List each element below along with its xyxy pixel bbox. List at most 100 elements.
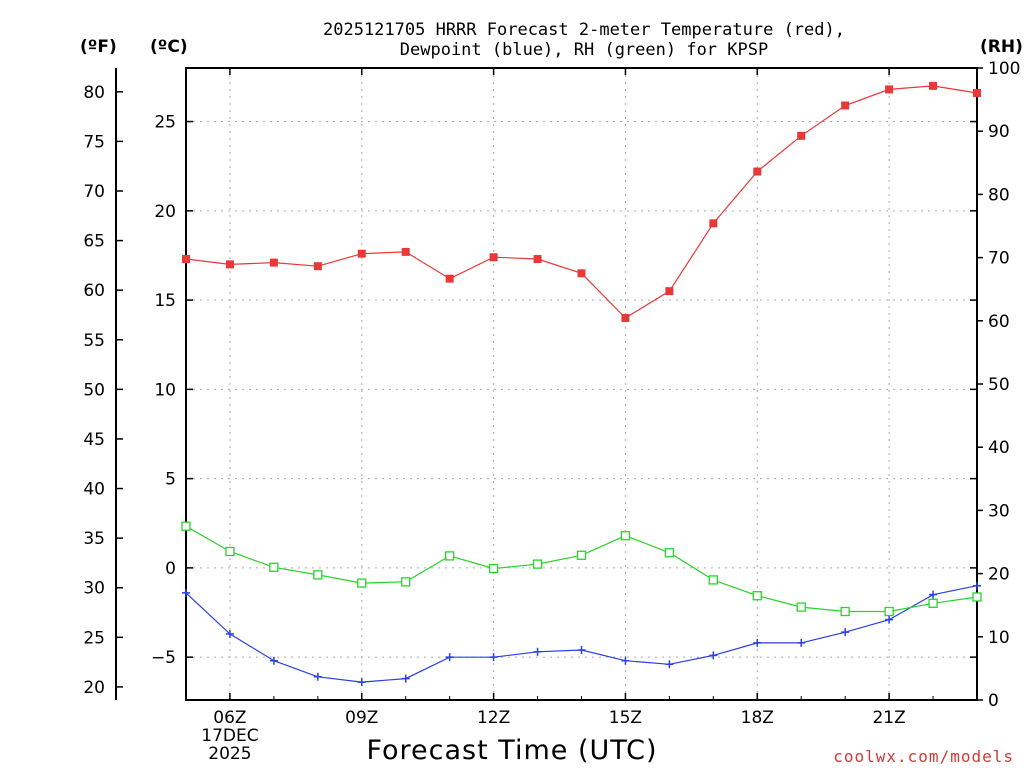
dewpoint-point — [665, 660, 674, 669]
temperature-point — [182, 255, 190, 264]
rh-point — [532, 559, 543, 569]
rh-point — [313, 570, 323, 580]
celsius-tick-label: 15 — [154, 291, 176, 311]
fahrenheit-tick-label: 70 — [83, 182, 105, 202]
celsius-tick-label: 20 — [154, 202, 176, 222]
fahrenheit-axis: 80 75 70 65 60 55 50 45 40 35 30 25 20 — [83, 68, 123, 700]
series-dewpoint — [182, 581, 981, 687]
rh-tick-label: 40 — [988, 438, 1010, 458]
rh-point — [708, 575, 718, 585]
temperature-point — [489, 253, 498, 262]
rh-tick-label: 60 — [988, 312, 1010, 332]
rh-point — [576, 550, 587, 560]
temperature-point — [225, 260, 234, 269]
temperature-point — [929, 81, 938, 90]
temperature-point — [973, 88, 981, 97]
x-tick-label: 18Z — [741, 708, 774, 728]
temperature-point — [533, 255, 542, 264]
series-layer — [181, 81, 982, 687]
rh-point — [884, 606, 894, 617]
dewpoint-point — [621, 656, 630, 665]
rh-tick-label: 80 — [988, 185, 1010, 205]
dewpoint-point — [269, 656, 278, 665]
rh-point — [445, 551, 455, 561]
x-tick-label: 06Z — [213, 708, 246, 728]
fahrenheit-tick-label: 25 — [83, 628, 105, 648]
dewpoint-point — [885, 615, 894, 624]
dewpoint-point — [313, 672, 322, 681]
rh-point — [488, 563, 499, 574]
temperature-point — [841, 101, 850, 110]
temperature-point — [709, 219, 718, 228]
temperature-point — [665, 287, 674, 296]
dewpoint-point — [489, 653, 498, 662]
x-tick-label: 21Z — [872, 708, 905, 728]
dewpoint-point — [797, 638, 806, 647]
rh-tick-label: 70 — [988, 249, 1010, 269]
fahrenheit-tick-label: 80 — [83, 83, 105, 103]
temperature-point — [357, 249, 366, 258]
x-tick-label: 12Z — [477, 708, 510, 728]
celsius-axis: 25 20 15 10 5 0 −5 — [151, 113, 977, 668]
rh-point — [401, 577, 411, 587]
dewpoint-point — [929, 590, 938, 599]
rh-point — [181, 521, 191, 531]
x-tick-year-label: 2025 — [208, 744, 251, 764]
temperature-point — [797, 131, 806, 140]
fahrenheit-tick-label: 30 — [83, 579, 105, 599]
rh-tick-label: 100 — [988, 59, 1020, 79]
fahrenheit-tick-label: 40 — [83, 480, 105, 500]
dewpoint-point — [533, 647, 542, 656]
rh-point — [840, 606, 850, 617]
rh-tick-label: 50 — [988, 375, 1010, 395]
rh-tick-label: 0 — [988, 691, 999, 711]
x-tick-label: 15Z — [609, 708, 642, 728]
x-tick-label: 09Z — [345, 708, 378, 728]
rh-axis-unit: (RH) — [980, 37, 1023, 57]
series-2-meter-temperature — [182, 81, 981, 322]
dewpoint-point — [973, 581, 981, 590]
dewpoint-point — [577, 646, 586, 655]
fahrenheit-axis-unit: (ºF) — [80, 37, 117, 57]
rh-point — [269, 562, 279, 572]
chart-title: 2025121705 HRRR Forecast 2-meter Tempera… — [323, 20, 845, 40]
fahrenheit-tick-label: 50 — [83, 380, 105, 400]
rh-point — [928, 598, 938, 608]
rh-point — [752, 591, 762, 601]
temperature-point — [401, 247, 410, 256]
rh-tick-label: 20 — [988, 565, 1010, 585]
rh-point — [357, 578, 367, 588]
dewpoint-point — [709, 651, 718, 660]
x-tick-date-label: 17DEC — [201, 726, 258, 746]
temperature-point — [313, 262, 322, 271]
fahrenheit-tick-label: 20 — [83, 678, 105, 698]
dewpoint-point — [841, 628, 850, 637]
rh-tick-label: 30 — [988, 501, 1010, 521]
rh-point — [796, 602, 806, 612]
fahrenheit-tick-label: 60 — [83, 281, 105, 301]
fahrenheit-tick-label: 55 — [83, 331, 105, 351]
rh-tick-label: 90 — [988, 122, 1010, 142]
chart-subtitle: Dewpoint (blue), RH (green) for KPSP — [400, 40, 768, 60]
celsius-axis-unit: (ºC) — [150, 37, 188, 57]
x-axis-label: Forecast Time (UTC) — [366, 735, 657, 766]
celsius-tick-label: 10 — [154, 380, 176, 400]
credit-text: coolwx.com/models — [833, 747, 1014, 766]
temperature-point — [885, 85, 894, 94]
dewpoint-point — [753, 638, 762, 647]
temperature-point — [269, 258, 278, 267]
celsius-tick-label: −5 — [151, 648, 176, 668]
rh-point — [664, 548, 675, 558]
dewpoint-point — [225, 629, 234, 638]
temperature-point — [577, 269, 586, 278]
rh-tick-label: 10 — [988, 628, 1010, 648]
dewpoint-point — [182, 588, 190, 597]
rh-point — [620, 531, 631, 541]
rh-point — [225, 546, 235, 557]
dewpoint-point — [401, 674, 410, 683]
dewpoint-point — [357, 678, 366, 687]
